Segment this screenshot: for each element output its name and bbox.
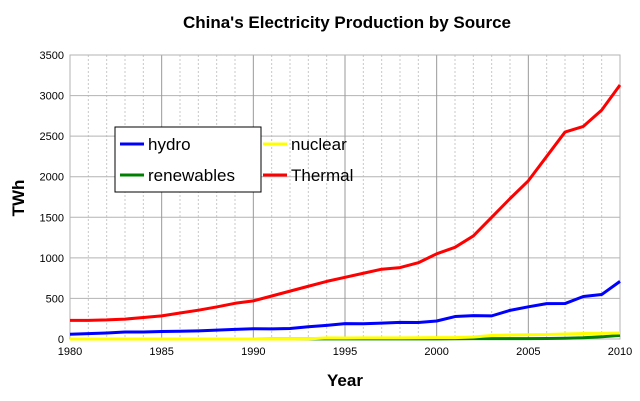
x-tick-label: 1990 bbox=[241, 346, 265, 358]
x-tick-label: 1985 bbox=[149, 346, 173, 358]
chart-title: China's Electricity Production by Source bbox=[183, 13, 511, 32]
x-tick-label: 2010 bbox=[608, 346, 632, 358]
series-line-nuclear bbox=[70, 331, 621, 341]
legend-label-renewables: renewables bbox=[148, 166, 235, 185]
legend: hydro nuclear renewables Thermal bbox=[114, 126, 353, 193]
y-tick-label: 3000 bbox=[40, 91, 64, 103]
y-axis-label: TWh bbox=[9, 180, 28, 217]
y-tick-label: 1500 bbox=[40, 212, 64, 224]
x-tick-label: 2000 bbox=[424, 346, 448, 358]
y-tick-label: 500 bbox=[46, 293, 64, 305]
legend-label-thermal: Thermal bbox=[291, 166, 353, 185]
y-tick-label: 3500 bbox=[40, 50, 64, 62]
x-tick-label: 2005 bbox=[516, 346, 540, 358]
series-line-thermal bbox=[70, 84, 622, 322]
x-tick-label: 1980 bbox=[58, 346, 82, 358]
y-tick-label: 2000 bbox=[40, 172, 64, 184]
series-line-hydro bbox=[69, 280, 621, 336]
x-axis-label: Year bbox=[327, 371, 363, 390]
legend-label-hydro: hydro bbox=[148, 135, 191, 154]
y-tick-label: 2500 bbox=[40, 131, 64, 143]
y-tick-label: 1000 bbox=[40, 253, 64, 265]
legend-label-nuclear: nuclear bbox=[291, 135, 347, 154]
x-tick-label: 1995 bbox=[333, 346, 357, 358]
y-tick-label: 0 bbox=[58, 334, 64, 346]
